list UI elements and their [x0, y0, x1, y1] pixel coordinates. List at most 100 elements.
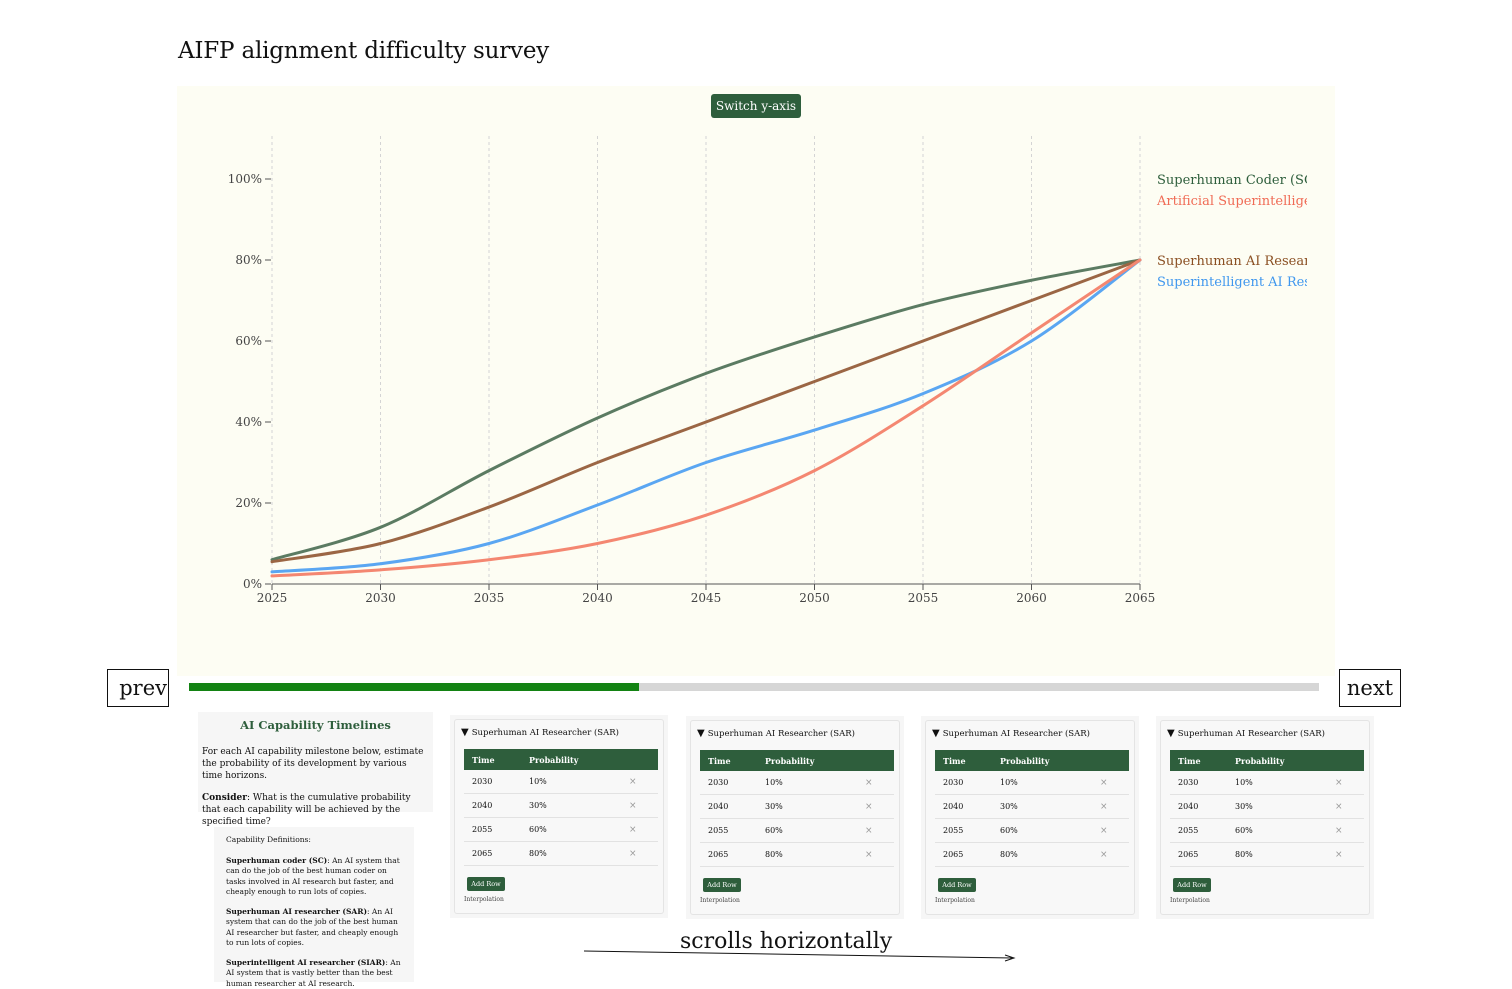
time-cell[interactable]: 2030	[700, 771, 757, 795]
time-cell[interactable]: 2040	[700, 795, 757, 819]
prev-button[interactable]: prev	[107, 669, 169, 707]
time-cell[interactable]: 2065	[700, 843, 757, 867]
probability-cell[interactable]: 10%	[1227, 771, 1327, 795]
probability-cell[interactable]: 80%	[1227, 843, 1327, 867]
col-header-actions	[1327, 750, 1364, 771]
col-header-probability: Probability	[992, 750, 1092, 771]
card-title: Superhuman AI Researcher (SAR)	[1178, 729, 1325, 739]
definition-siar: Superintelligent AI researcher (SIAR): A…	[226, 958, 402, 989]
card-header[interactable]: ▼Superhuman AI Researcher (SAR)	[1167, 728, 1325, 739]
probability-cell[interactable]: 60%	[1227, 819, 1327, 843]
time-cell[interactable]: 2065	[935, 843, 992, 867]
probability-cell[interactable]: 10%	[992, 771, 1092, 795]
time-cell[interactable]: 2065	[464, 842, 521, 866]
delete-row-icon[interactable]: ×	[621, 842, 658, 866]
x-tick-label: 2025	[257, 591, 288, 605]
add-row-button[interactable]: Add Row	[467, 877, 505, 891]
delete-row-icon[interactable]: ×	[857, 843, 894, 867]
time-cell[interactable]: 2030	[935, 771, 992, 795]
collapse-triangle-icon[interactable]: ▼	[461, 727, 469, 738]
delete-row-icon[interactable]: ×	[857, 795, 894, 819]
time-cell[interactable]: 2040	[464, 794, 521, 818]
collapse-triangle-icon[interactable]: ▼	[1167, 728, 1175, 739]
collapse-triangle-icon[interactable]: ▼	[932, 728, 940, 739]
probability-cell[interactable]: 10%	[757, 771, 857, 795]
col-header-actions	[857, 750, 894, 771]
add-row-button[interactable]: Add Row	[938, 878, 976, 892]
legend-label: Artificial Superintelligence (	[1156, 194, 1335, 209]
card-header[interactable]: ▼Superhuman AI Researcher (SAR)	[461, 727, 619, 738]
col-header-time: Time	[1170, 750, 1227, 771]
time-cell[interactable]: 2055	[1170, 819, 1227, 843]
time-cell[interactable]: 2030	[1170, 771, 1227, 795]
y-tick-label: 100%	[228, 172, 262, 186]
collapse-triangle-icon[interactable]: ▼	[697, 728, 705, 739]
add-row-button[interactable]: Add Row	[1173, 878, 1211, 892]
delete-row-icon[interactable]: ×	[857, 771, 894, 795]
probability-cell[interactable]: 30%	[757, 795, 857, 819]
probability-cell[interactable]: 80%	[992, 843, 1092, 867]
y-tick-label: 40%	[235, 415, 262, 429]
probability-cell[interactable]: 10%	[521, 770, 621, 794]
delete-row-icon[interactable]: ×	[1327, 843, 1364, 867]
time-cell[interactable]: 2030	[464, 770, 521, 794]
probability-cell[interactable]: 30%	[521, 794, 621, 818]
time-cell[interactable]: 2065	[1170, 843, 1227, 867]
delete-row-icon[interactable]: ×	[1327, 771, 1364, 795]
delete-row-icon[interactable]: ×	[1092, 819, 1129, 843]
time-cell[interactable]: 2040	[1170, 795, 1227, 819]
time-cell[interactable]: 2055	[464, 818, 521, 842]
progress-bar	[189, 683, 1319, 691]
x-tick-label: 2040	[582, 591, 613, 605]
x-tick-label: 2030	[365, 591, 396, 605]
probability-cell[interactable]: 80%	[757, 843, 857, 867]
x-tick-label: 2035	[474, 591, 505, 605]
card-header[interactable]: ▼Superhuman AI Researcher (SAR)	[697, 728, 855, 739]
add-row-button[interactable]: Add Row	[703, 878, 741, 892]
delete-row-icon[interactable]: ×	[1092, 771, 1129, 795]
delete-row-icon[interactable]: ×	[1092, 795, 1129, 819]
probability-cell[interactable]: 80%	[521, 842, 621, 866]
delete-row-icon[interactable]: ×	[621, 818, 658, 842]
probability-cell[interactable]: 60%	[757, 819, 857, 843]
time-cell[interactable]: 2040	[935, 795, 992, 819]
y-tick-label: 0%	[243, 577, 262, 591]
delete-row-icon[interactable]: ×	[621, 770, 658, 794]
intro-card: AI Capability Timelines For each AI capa…	[198, 712, 433, 812]
intro-text: For each AI capability milestone below, …	[202, 746, 429, 782]
time-cell[interactable]: 2055	[700, 819, 757, 843]
delete-row-icon[interactable]: ×	[1327, 819, 1364, 843]
delete-row-icon[interactable]: ×	[1327, 795, 1364, 819]
y-tick-label: 60%	[235, 334, 262, 348]
probability-cell[interactable]: 30%	[1227, 795, 1327, 819]
probability-cell[interactable]: 60%	[521, 818, 621, 842]
x-tick-label: 2050	[799, 591, 830, 605]
time-cell[interactable]: 2055	[935, 819, 992, 843]
delete-row-icon[interactable]: ×	[621, 794, 658, 818]
next-button[interactable]: next	[1339, 669, 1401, 707]
legend-label: Superhuman Coder (SC)	[1157, 173, 1319, 188]
card-header[interactable]: ▼Superhuman AI Researcher (SAR)	[932, 728, 1090, 739]
delete-row-icon[interactable]: ×	[857, 819, 894, 843]
probability-cell[interactable]: 60%	[992, 819, 1092, 843]
probability-cell[interactable]: 30%	[992, 795, 1092, 819]
interpolation-label: Interpolation	[464, 896, 504, 903]
switch-y-axis-button[interactable]: Switch y-axis	[711, 94, 801, 118]
delete-row-icon[interactable]: ×	[1092, 843, 1129, 867]
x-tick-label: 2045	[691, 591, 722, 605]
